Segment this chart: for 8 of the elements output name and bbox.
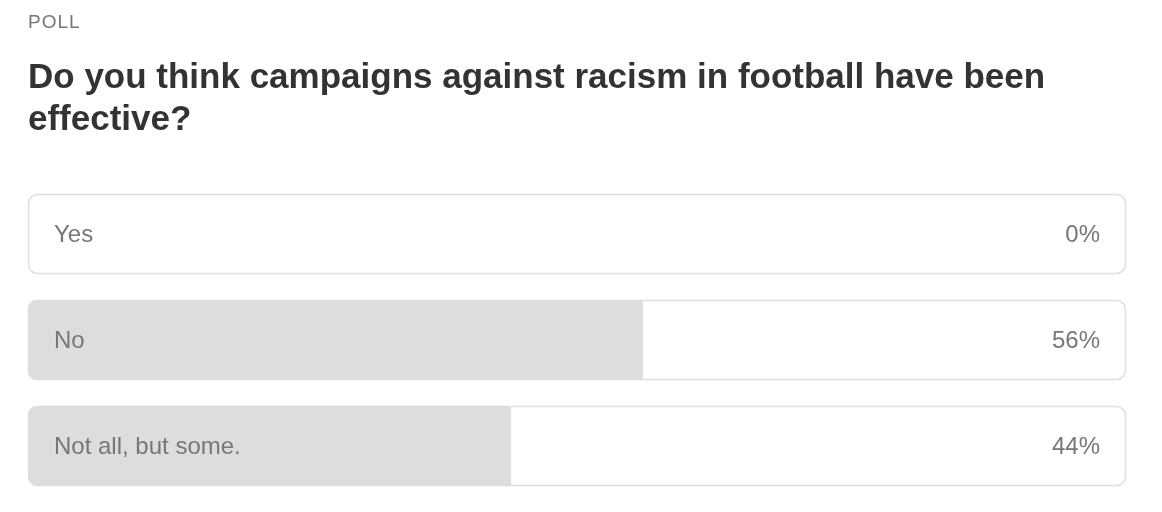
y-tick-label: Yes (54, 220, 94, 247)
data-label: 44% (1051, 432, 1100, 459)
chart-subtitle: POLL (28, 11, 81, 32)
chart-title: Do you think campaigns against racism in football have been effective? (28, 56, 1046, 137)
data-label: 56% (1051, 326, 1100, 353)
y-tick-label: Not all, but some. (54, 432, 241, 459)
data-label: 0% (1065, 220, 1100, 247)
y-tick-label: No (54, 326, 85, 353)
